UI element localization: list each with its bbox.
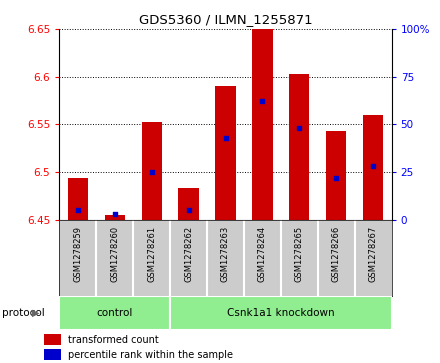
Text: GSM1278264: GSM1278264 bbox=[258, 226, 267, 282]
Text: percentile rank within the sample: percentile rank within the sample bbox=[68, 350, 233, 359]
Point bbox=[333, 175, 340, 181]
Bar bbox=[59, 296, 170, 330]
Bar bbox=[142, 122, 162, 220]
Text: transformed count: transformed count bbox=[68, 335, 159, 345]
Bar bbox=[252, 29, 272, 220]
Text: GSM1278266: GSM1278266 bbox=[332, 226, 341, 282]
Text: protocol: protocol bbox=[2, 308, 45, 318]
Bar bbox=[179, 188, 199, 220]
Bar bbox=[105, 215, 125, 220]
Text: GSM1278262: GSM1278262 bbox=[184, 226, 193, 282]
Bar bbox=[326, 131, 346, 220]
Point bbox=[296, 125, 303, 131]
Text: GSM1278259: GSM1278259 bbox=[73, 226, 82, 282]
Bar bbox=[215, 86, 236, 220]
Point bbox=[111, 211, 118, 217]
Bar bbox=[289, 74, 309, 220]
Text: GSM1278265: GSM1278265 bbox=[295, 226, 304, 282]
Point bbox=[222, 135, 229, 140]
Point bbox=[74, 207, 81, 213]
Text: Csnk1a1 knockdown: Csnk1a1 knockdown bbox=[227, 308, 335, 318]
Bar bbox=[44, 349, 61, 360]
Point bbox=[185, 207, 192, 213]
Bar bbox=[68, 178, 88, 220]
Bar bbox=[363, 115, 383, 220]
Text: GSM1278267: GSM1278267 bbox=[369, 226, 378, 282]
Text: GSM1278263: GSM1278263 bbox=[221, 226, 230, 282]
Title: GDS5360 / ILMN_1255871: GDS5360 / ILMN_1255871 bbox=[139, 13, 312, 26]
Text: control: control bbox=[96, 308, 133, 318]
Bar bbox=[44, 334, 61, 345]
Text: GSM1278261: GSM1278261 bbox=[147, 226, 156, 282]
Text: GSM1278260: GSM1278260 bbox=[110, 226, 119, 282]
Point bbox=[259, 99, 266, 105]
Bar bbox=[170, 296, 392, 330]
Text: ▶: ▶ bbox=[32, 308, 39, 318]
Point bbox=[148, 169, 155, 175]
Point bbox=[370, 163, 377, 169]
